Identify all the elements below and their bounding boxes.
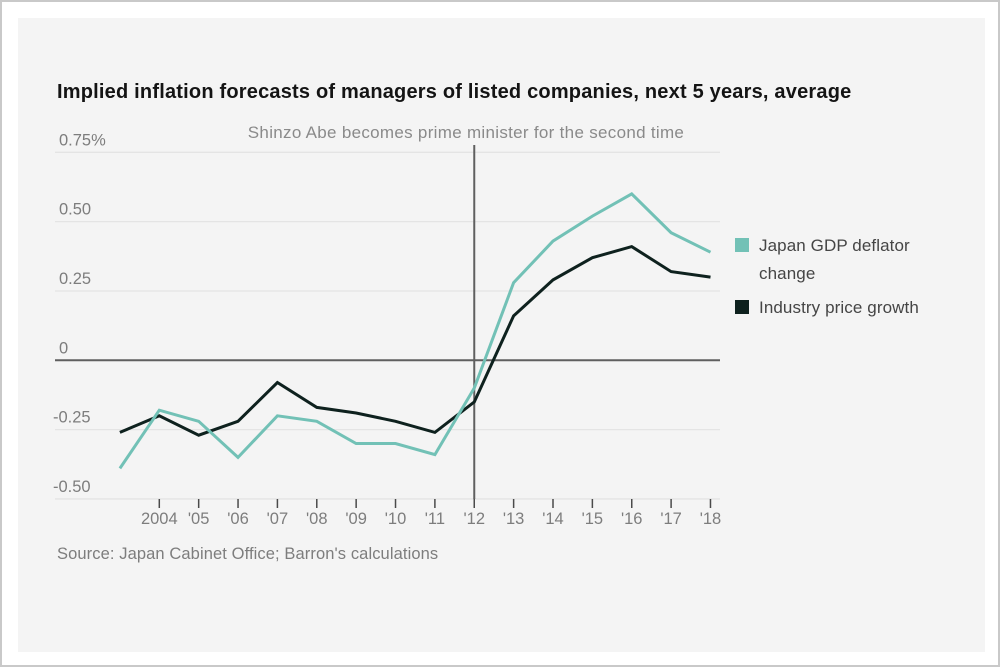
chart-legend: Japan GDP deflator change Industry price … [735,232,945,322]
y-tick-label: 0.75% [59,131,106,149]
legend-swatch-icon [735,300,749,314]
x-tick-label: '14 [542,510,564,528]
x-tick-label: '17 [660,510,682,528]
x-tick-label: '18 [700,510,722,528]
source-note: Source: Japan Cabinet Office; Barron's c… [57,545,439,563]
chart-title: Implied inflation forecasts of managers … [57,81,852,103]
y-tick-label: 0.25 [59,270,91,288]
y-tick-label: -0.25 [53,409,91,427]
series-line-industry-price-growth [119,244,711,437]
x-tick-label: '08 [306,510,328,528]
legend-item: Japan GDP deflator change [735,232,945,288]
x-tick-label: 2004 [141,510,178,528]
x-tick-label: '05 [188,510,210,528]
x-tick-label: '16 [621,510,643,528]
y-tick-label: 0.50 [59,201,91,219]
x-tick-label: '10 [385,510,407,528]
x-tick-label: '13 [503,510,525,528]
x-tick-label: '07 [267,510,289,528]
y-tick-label: 0 [59,339,68,357]
legend-item: Industry price growth [735,294,945,322]
y-tick-label: -0.50 [53,478,91,496]
event-annotation: Shinzo Abe becomes prime minister for th… [248,123,684,142]
x-tick-label: '11 [425,510,445,528]
x-tick-label: '15 [582,510,604,528]
legend-label: Industry price growth [759,298,919,317]
x-tick-label: '06 [227,510,249,528]
legend-swatch-icon [735,238,749,252]
chart-card [18,18,985,652]
x-tick-label: '12 [464,510,486,528]
legend-label: Japan GDP deflator change [759,236,910,283]
x-tick-label: '09 [345,510,367,528]
series-line-japan-gdp-deflator-change [118,192,712,470]
